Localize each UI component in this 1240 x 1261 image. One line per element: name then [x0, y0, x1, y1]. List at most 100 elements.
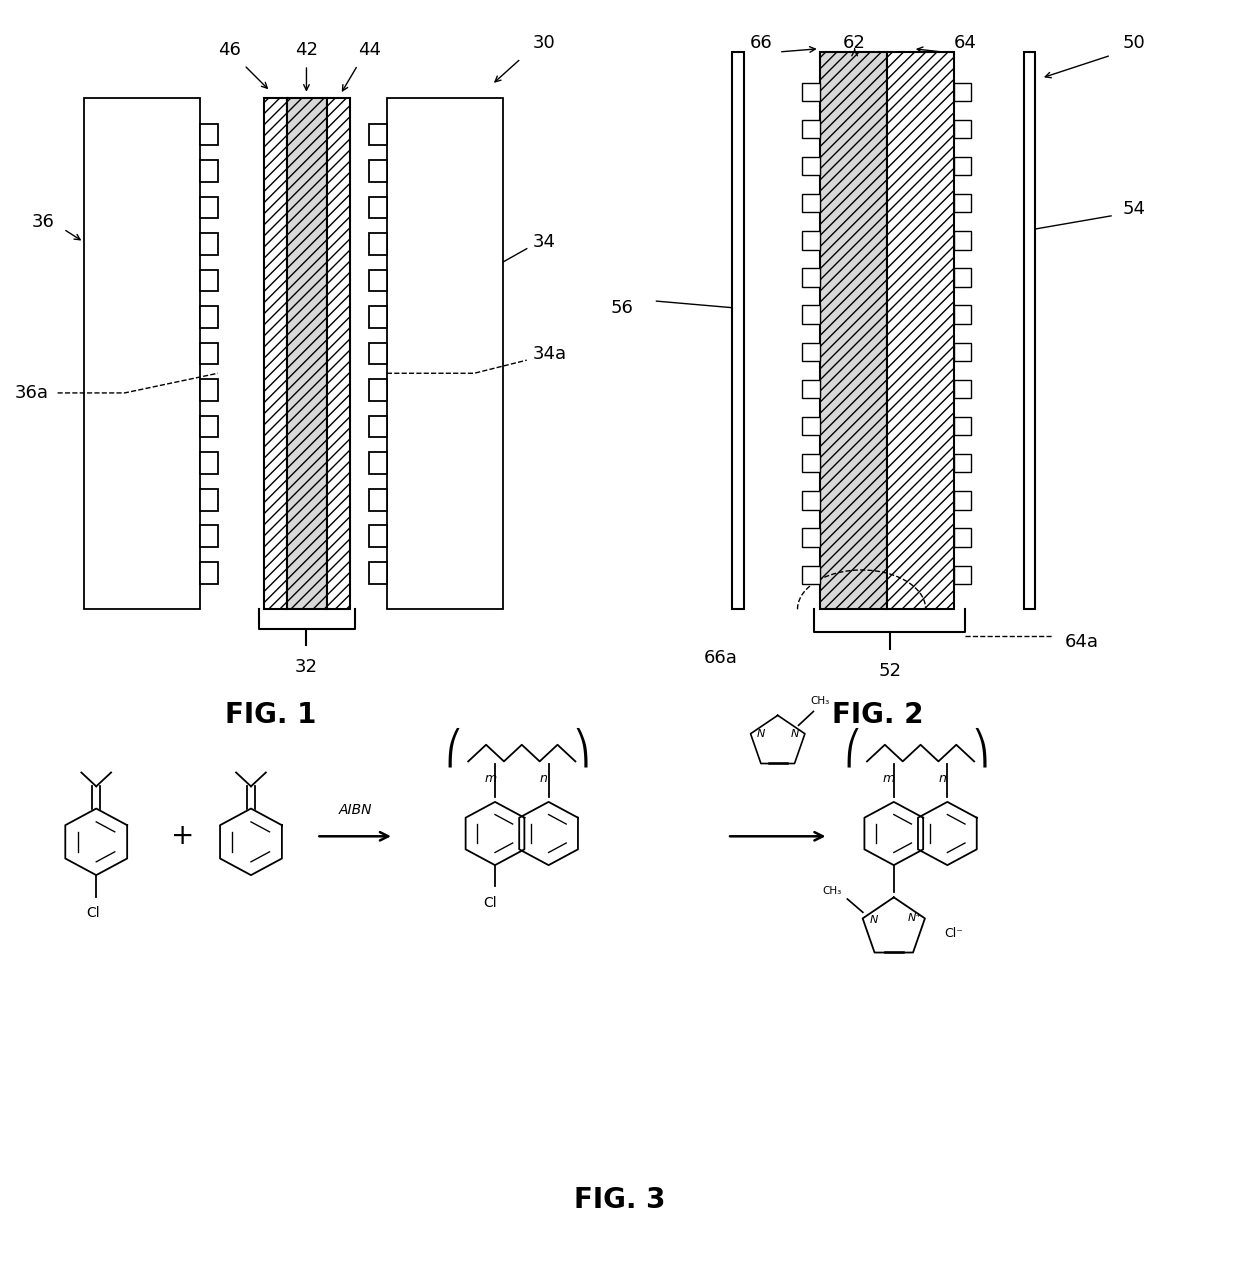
- Text: 36a: 36a: [15, 383, 48, 402]
- Polygon shape: [466, 802, 525, 865]
- Text: 46: 46: [218, 40, 241, 58]
- Bar: [954, 380, 971, 398]
- Bar: [732, 52, 744, 609]
- Bar: [201, 270, 218, 291]
- Bar: [201, 416, 218, 438]
- Bar: [954, 82, 971, 101]
- Bar: [802, 492, 820, 509]
- Bar: [954, 194, 971, 212]
- Bar: [802, 156, 820, 175]
- Text: 50: 50: [1122, 34, 1146, 52]
- Text: Cl⁻: Cl⁻: [945, 927, 963, 939]
- Bar: [201, 526, 218, 547]
- Bar: [201, 489, 218, 511]
- Bar: [370, 197, 387, 218]
- Text: 36: 36: [32, 213, 55, 232]
- Bar: [954, 454, 971, 473]
- Bar: [370, 343, 387, 364]
- Polygon shape: [918, 802, 977, 865]
- Bar: [201, 160, 218, 182]
- Bar: [201, 306, 218, 328]
- Bar: [887, 52, 954, 609]
- Text: ⎞: ⎞: [572, 728, 591, 767]
- Polygon shape: [66, 808, 128, 875]
- Bar: [954, 343, 971, 361]
- Polygon shape: [219, 808, 281, 875]
- Text: 32: 32: [295, 658, 317, 676]
- Bar: [954, 156, 971, 175]
- Bar: [370, 526, 387, 547]
- Bar: [954, 417, 971, 435]
- Text: 52: 52: [878, 662, 901, 680]
- Text: ⎞: ⎞: [970, 728, 991, 767]
- Bar: [201, 233, 218, 255]
- Bar: [802, 82, 820, 101]
- Text: m: m: [883, 773, 895, 786]
- Bar: [802, 305, 820, 324]
- Polygon shape: [863, 898, 925, 952]
- Text: N: N: [870, 914, 878, 924]
- Text: 42: 42: [295, 40, 317, 58]
- Bar: [802, 231, 820, 250]
- Bar: [370, 306, 387, 328]
- Text: 66: 66: [750, 34, 773, 52]
- Text: n: n: [939, 773, 946, 786]
- Text: 56: 56: [610, 299, 634, 317]
- Bar: [370, 270, 387, 291]
- Polygon shape: [520, 802, 578, 865]
- Text: FIG. 2: FIG. 2: [832, 701, 924, 729]
- Bar: [954, 120, 971, 137]
- Polygon shape: [750, 715, 805, 763]
- Bar: [802, 269, 820, 286]
- Text: 64: 64: [954, 34, 977, 52]
- Bar: [954, 305, 971, 324]
- Bar: [802, 343, 820, 361]
- Bar: [954, 231, 971, 250]
- Text: AIBN: AIBN: [339, 803, 372, 817]
- Bar: [201, 562, 218, 584]
- Bar: [264, 98, 286, 609]
- Text: N: N: [756, 729, 765, 739]
- Bar: [802, 454, 820, 473]
- Bar: [84, 98, 201, 609]
- Text: FIG. 3: FIG. 3: [574, 1185, 666, 1213]
- Text: 34: 34: [533, 233, 556, 251]
- Bar: [201, 197, 218, 218]
- Bar: [370, 489, 387, 511]
- Text: 30: 30: [533, 34, 556, 52]
- Bar: [802, 566, 820, 584]
- Text: N: N: [790, 729, 799, 739]
- Bar: [1024, 52, 1035, 609]
- Text: ⎛: ⎛: [443, 728, 464, 767]
- Text: n: n: [539, 773, 548, 786]
- Bar: [802, 417, 820, 435]
- Text: Cl: Cl: [484, 897, 497, 910]
- Text: CH₃: CH₃: [811, 696, 830, 706]
- Bar: [387, 98, 503, 609]
- Bar: [954, 269, 971, 286]
- Polygon shape: [864, 802, 923, 865]
- Bar: [954, 528, 971, 547]
- Bar: [802, 194, 820, 212]
- Text: FIG. 1: FIG. 1: [224, 701, 316, 729]
- Bar: [370, 380, 387, 401]
- Text: CH₃: CH₃: [822, 885, 842, 895]
- Text: 44: 44: [358, 40, 381, 58]
- Bar: [370, 233, 387, 255]
- Bar: [954, 566, 971, 584]
- Bar: [802, 528, 820, 547]
- Bar: [201, 343, 218, 364]
- Bar: [370, 124, 387, 145]
- Bar: [802, 380, 820, 398]
- Text: ⎛: ⎛: [842, 728, 862, 767]
- Bar: [370, 562, 387, 584]
- Bar: [820, 52, 887, 609]
- Text: 54: 54: [1122, 200, 1146, 218]
- Text: 64a: 64a: [1064, 633, 1099, 651]
- Bar: [201, 124, 218, 145]
- Text: 66a: 66a: [703, 648, 738, 667]
- Bar: [201, 380, 218, 401]
- Text: +: +: [171, 822, 195, 850]
- Text: Cl: Cl: [87, 905, 100, 919]
- Text: 62: 62: [843, 34, 866, 52]
